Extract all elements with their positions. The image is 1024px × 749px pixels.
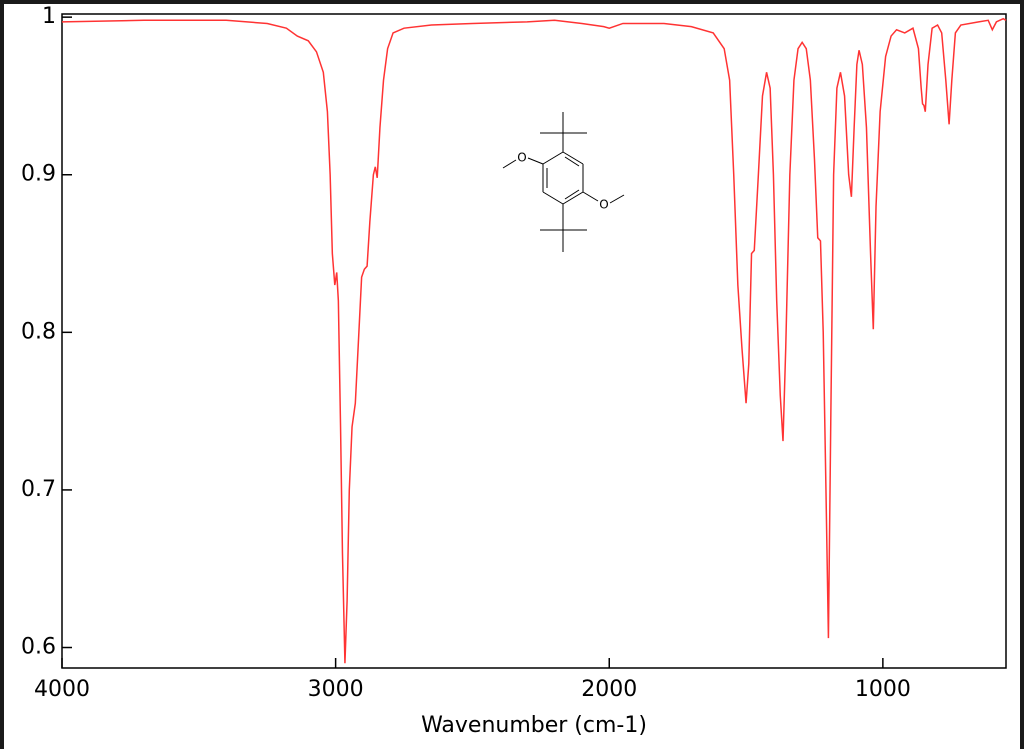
y-tick-label: 0.9 bbox=[21, 162, 56, 187]
y-tick-label: 1 bbox=[42, 4, 56, 29]
atom-label: O bbox=[599, 198, 608, 212]
x-tick-label: 2000 bbox=[581, 677, 637, 702]
y-tick-label: 0.8 bbox=[21, 319, 56, 344]
atom-label: O bbox=[517, 151, 526, 165]
molecule: O O bbox=[502, 112, 625, 252]
spectrum-line bbox=[61, 17, 1007, 664]
y-tick-label: 0.7 bbox=[21, 477, 56, 502]
x-tick-label: 1000 bbox=[855, 677, 911, 702]
x-tick-label: 4000 bbox=[34, 677, 90, 702]
x-axis-label: Wavenumber (cm-1) bbox=[421, 713, 647, 738]
background bbox=[4, 4, 1020, 749]
plot-frame bbox=[61, 13, 1007, 669]
y-tick-label: 0.6 bbox=[21, 635, 56, 660]
x-tick-label: 3000 bbox=[308, 677, 364, 702]
